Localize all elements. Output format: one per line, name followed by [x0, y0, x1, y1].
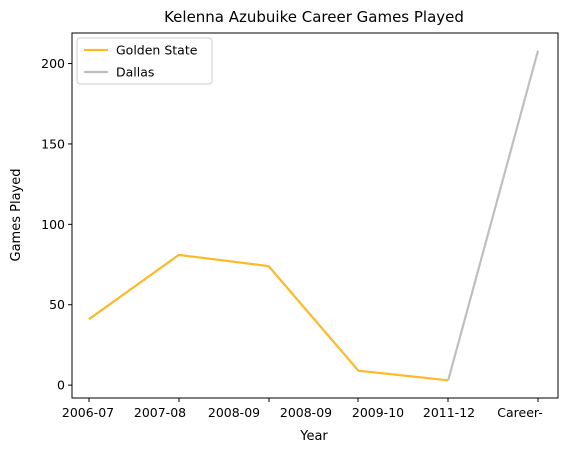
- x-axis-label: Year: [299, 429, 328, 444]
- legend-label: Dallas: [116, 65, 154, 80]
- y-axis-label: Games Played: [9, 169, 24, 262]
- x-tick-label: 2008-09: [208, 405, 260, 420]
- y-tick-label: 150: [41, 136, 65, 151]
- x-tick-label: Career-: [497, 405, 542, 420]
- y-tick-label: 50: [49, 297, 65, 312]
- series-line-dallas: [447, 50, 540, 381]
- legend-label: Golden State: [116, 43, 198, 58]
- chart-title: Kelenna Azubuike Career Games Played: [164, 8, 464, 26]
- x-tick-label: 2011-12: [423, 405, 475, 420]
- x-tick-label: 2008-09: [280, 405, 332, 420]
- x-tick-label: 2009-10: [352, 405, 404, 420]
- legend: Golden State Dallas: [76, 37, 213, 85]
- series-line-golden-state: [88, 253, 449, 382]
- y-tick-label: 200: [41, 56, 65, 71]
- x-tick-label: 2007-08: [134, 405, 186, 420]
- plot-area: [88, 50, 540, 382]
- y-tick-label: 100: [41, 217, 65, 232]
- x-tick-label: 2006-07: [62, 405, 114, 420]
- y-tick-label: 0: [57, 378, 65, 393]
- legend-box: [76, 37, 213, 85]
- plot-frame: [71, 32, 559, 399]
